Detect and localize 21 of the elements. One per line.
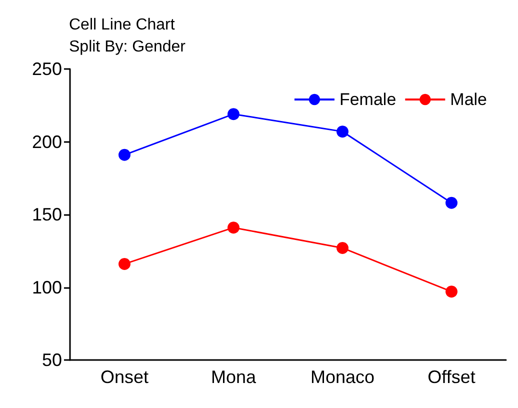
x-tick-label: Onset: [100, 367, 149, 387]
y-tick-label: 150: [32, 204, 62, 224]
point: [336, 242, 348, 254]
legend-label: Male: [450, 90, 488, 109]
point: [446, 196, 458, 209]
point: [336, 126, 348, 138]
chart-subtitle: Split By: Gender: [69, 38, 186, 56]
y-tick-label: 50: [42, 350, 62, 370]
x-tick-label: Mona: [210, 367, 257, 387]
point: [228, 222, 240, 234]
x-tick-label: Offset: [428, 367, 476, 387]
point: [118, 258, 130, 270]
y-tick-label: 250: [32, 59, 62, 79]
legend-label: Female: [339, 90, 396, 109]
point: [118, 148, 130, 161]
y-tick-label: 100: [32, 277, 62, 298]
chart-title: Cell Line Chart: [69, 16, 176, 34]
point: [228, 108, 240, 120]
y-tick-label: 200: [32, 132, 62, 152]
x-tick-label: Monaco: [310, 367, 375, 387]
point: [446, 286, 458, 298]
